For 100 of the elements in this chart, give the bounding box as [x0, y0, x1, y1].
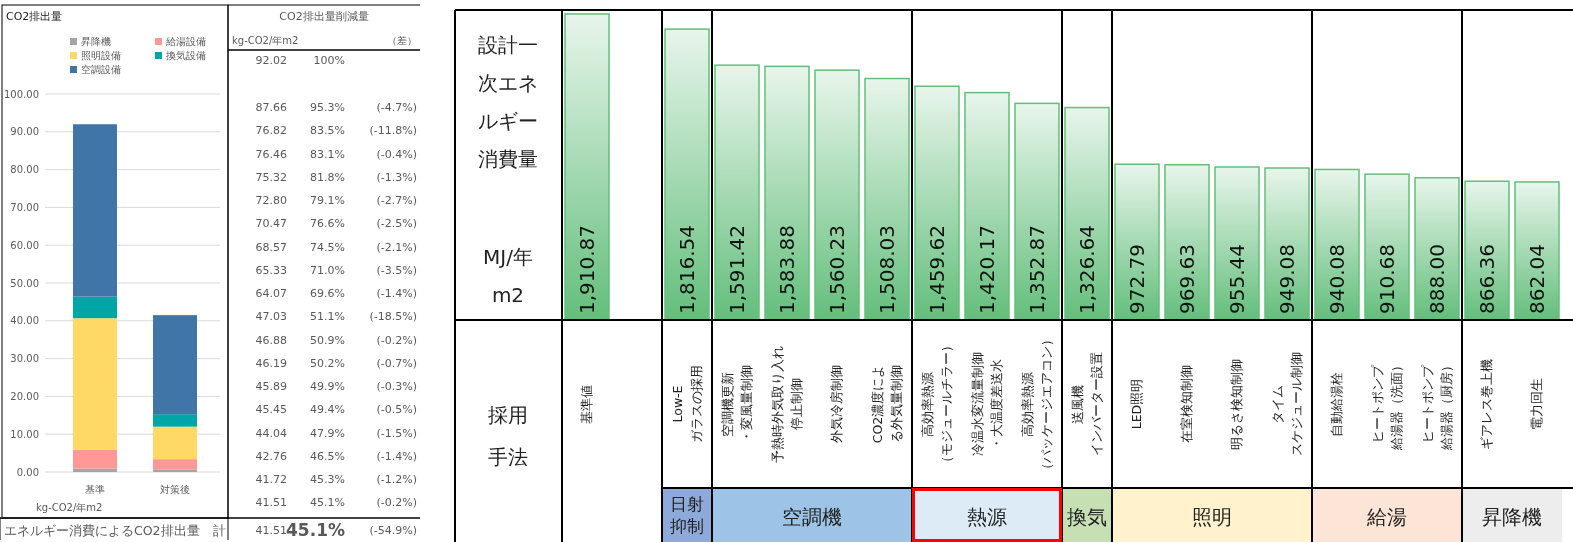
- text: (-3.5%): [376, 263, 417, 277]
- legend-label: 照明設備: [81, 50, 121, 61]
- text: 46.5%: [310, 449, 345, 463]
- text: 95.3%: [310, 101, 345, 114]
- bar: [1064, 106, 1110, 321]
- data-label: 866.36: [1475, 244, 1499, 314]
- y-tick-label: 0.00: [16, 466, 39, 478]
- bar: [1464, 180, 1510, 321]
- bar: [764, 65, 810, 321]
- text: 45.89: [255, 380, 287, 393]
- text: 76.82: [255, 124, 287, 138]
- legend-label: 給湯設備: [165, 36, 206, 47]
- text: 49.9%: [310, 380, 345, 393]
- bar: [964, 91, 1010, 321]
- x-tick-label: 外気冷房制御: [829, 365, 844, 443]
- text: 75.32: [255, 170, 287, 184]
- text: 47.9%: [310, 426, 345, 440]
- text: 46.19: [255, 356, 287, 370]
- bar: [153, 414, 197, 427]
- y-tick-label: 50.00: [10, 277, 39, 289]
- x-tick-label: 高効率熱源（モジュールチラー）: [919, 339, 954, 469]
- text: 44.04: [255, 426, 287, 440]
- text: (-0.2%): [376, 496, 417, 510]
- data-label: 969.63: [1175, 244, 1199, 314]
- text: 42.76: [255, 449, 287, 463]
- text: 給湯: [1366, 505, 1407, 529]
- bar: [1264, 167, 1310, 321]
- y-tick-label: 90.00: [10, 126, 39, 138]
- bar: [73, 124, 117, 297]
- text: (-4.7%): [376, 101, 417, 114]
- text: 70.47: [255, 217, 287, 231]
- text: (-0.4%): [376, 147, 417, 161]
- x-tick-label: 電力回生: [1529, 378, 1544, 430]
- x-tick-label: CO2濃度による外気量制御: [869, 364, 904, 444]
- text: (-1.4%): [376, 287, 417, 300]
- data-label: 940.08: [1325, 244, 1349, 314]
- data-label: 1,508.03: [875, 224, 899, 314]
- bar: [73, 318, 117, 450]
- x-tick-label: LED照明: [1129, 378, 1144, 430]
- text: 47.03: [255, 310, 287, 324]
- text: (-0.3%): [376, 380, 417, 393]
- text: (-0.2%): [376, 333, 417, 347]
- bar: [714, 64, 760, 321]
- bar: [1364, 173, 1410, 321]
- text: (-2.5%): [376, 217, 417, 231]
- text: (-0.5%): [376, 403, 417, 417]
- x-tick-label: Low-Eガラスの採用: [669, 365, 704, 443]
- bar: [153, 459, 197, 470]
- x-tick-label: 基準値: [579, 384, 594, 424]
- text: （差）: [387, 35, 417, 46]
- data-label: 1,591.42: [725, 224, 749, 314]
- text: 41.51: [255, 524, 287, 537]
- y-tick-label: 70.00: [10, 201, 39, 213]
- x-axis-title: 採用手法: [488, 403, 528, 469]
- data-label: 955.44: [1225, 244, 1249, 314]
- text: 換気: [1067, 505, 1107, 529]
- data-label: 1,910.87: [575, 224, 599, 314]
- y-tick-label: 40.00: [10, 315, 39, 327]
- text: 79.1%: [310, 194, 345, 207]
- text: 87.66: [255, 101, 287, 114]
- text: 72.80: [255, 194, 287, 207]
- data-label: 1,583.88: [775, 224, 799, 314]
- bar: [1114, 163, 1160, 321]
- x-tick-label: ギアレス巻上機: [1479, 358, 1494, 450]
- text: 46.88: [255, 333, 287, 347]
- text: CO2排出量削減量: [279, 10, 369, 23]
- text: 照明: [1192, 505, 1232, 529]
- bar: [664, 28, 710, 321]
- text: (-11.8%): [369, 124, 417, 138]
- text: (-2.7%): [376, 194, 417, 207]
- bar: [814, 69, 860, 321]
- data-label: 972.79: [1125, 244, 1149, 314]
- x-tick-label: 在室検知制御: [1179, 365, 1194, 443]
- text: (-1.5%): [376, 426, 417, 440]
- bar: [73, 449, 117, 469]
- text: 68.57: [255, 240, 287, 254]
- legend-label: 昇降機: [81, 36, 111, 47]
- bar: [864, 77, 910, 321]
- bar: [73, 296, 117, 319]
- legend-label: 換気設備: [166, 50, 206, 61]
- y-tick-label: 100.00: [4, 88, 39, 100]
- data-label: 1,816.54: [675, 224, 699, 314]
- y-tick-label: 80.00: [10, 164, 39, 176]
- text: 69.6%: [310, 287, 345, 300]
- text: 日射抑制: [670, 494, 704, 536]
- bar: [1014, 102, 1060, 321]
- bar: [153, 315, 197, 415]
- text: 41.51: [255, 496, 287, 510]
- text: (-18.5%): [369, 310, 417, 324]
- data-label: 949.08: [1275, 244, 1299, 314]
- text: 45.45: [255, 403, 287, 417]
- chart-title: CO2排出量: [6, 10, 63, 23]
- text: MJ/年m2: [483, 245, 533, 307]
- text: 83.5%: [310, 124, 345, 138]
- y-axis-title: 設計一次エネルギー消費量: [478, 33, 538, 171]
- x-tick-label: 基準: [85, 484, 105, 495]
- data-label: 1,459.62: [925, 224, 949, 314]
- text: (-1.4%): [376, 449, 417, 463]
- x-tick-label: 対策後: [160, 484, 190, 495]
- text: 50.2%: [310, 356, 345, 370]
